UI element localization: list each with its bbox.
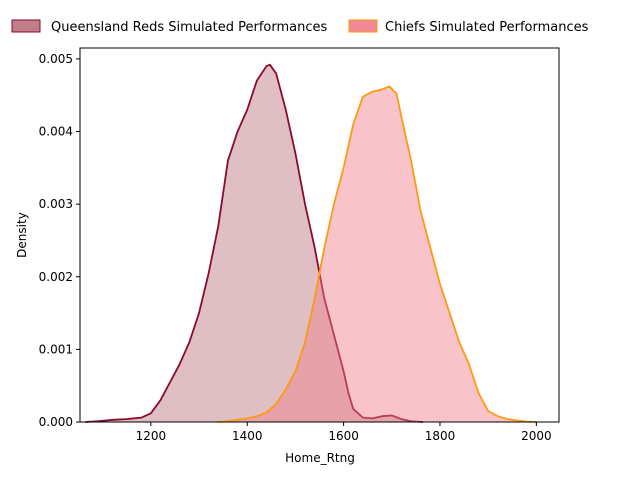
y-tick-label: 0.004 [39,125,73,139]
legend-label-0: Queensland Reds Simulated Performances [51,20,327,35]
legend-swatch-0 [11,19,41,33]
y-tick-label: 0.005 [39,52,73,66]
legend-swatch-1 [348,19,378,33]
y-tick-label: 0.000 [39,415,73,429]
series-area-0 [85,64,424,422]
y-tick-label: 0.002 [39,270,73,284]
x-tick-label: 1800 [425,429,456,443]
y-tick-label: 0.001 [39,342,73,356]
series-area-1 [217,86,537,423]
plot-frame [79,47,560,423]
x-tick-label: 1600 [328,429,359,443]
y-axis: 0.000 0.001 0.002 0.003 0.004 0.005 [39,52,80,429]
x-axis-label: Home_Rtng [285,451,355,465]
series-line-0 [85,63,424,423]
x-axis: 1200 1400 1600 1800 2000 [136,422,552,443]
series-line-1 [217,85,537,423]
y-axis-label: Density [15,212,29,258]
legend: Queensland Reds Simulated Performances C… [11,19,589,35]
series-layer [85,63,537,423]
y-tick-label: 0.003 [39,197,73,211]
x-tick-label: 1400 [232,429,263,443]
x-tick-label: 2000 [521,429,552,443]
legend-label-1: Chiefs Simulated Performances [385,20,589,35]
x-tick-label: 1200 [136,429,167,443]
